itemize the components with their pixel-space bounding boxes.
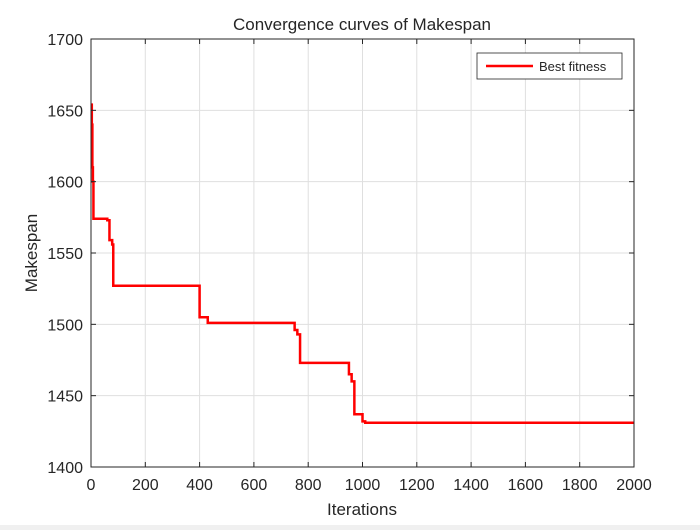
- x-tick-label: 1000: [345, 477, 381, 494]
- x-tick-label: 1200: [399, 477, 435, 494]
- y-tick-label: 1400: [47, 460, 83, 477]
- y-tick-label: 1650: [47, 103, 83, 120]
- y-tick-label: 1700: [47, 32, 83, 49]
- y-tick-label: 1600: [47, 175, 83, 192]
- legend-box: [476, 52, 623, 80]
- x-tick-label: 400: [186, 477, 213, 494]
- x-tick-label: 1400: [453, 477, 489, 494]
- legend-label: Best fitness: [539, 59, 607, 74]
- x-tick-label: 800: [295, 477, 322, 494]
- y-tick-label: 1500: [47, 317, 83, 334]
- x-tick-label: 2000: [616, 477, 652, 494]
- ticks: 0 200 400 600 800 1000 1200 1400 1600 1800 2000 140…: [47, 32, 651, 494]
- x-axis-label: Iterations: [327, 500, 397, 519]
- x-tick-label: 200: [132, 477, 159, 494]
- legend: Best fitness: [476, 52, 623, 80]
- x-tick-label: 600: [241, 477, 268, 494]
- x-tick-label: 1800: [562, 477, 598, 494]
- y-axis-label: Makespan: [22, 214, 41, 292]
- y-tick-label: 1450: [47, 389, 83, 406]
- y-tick-label: 1550: [47, 246, 83, 263]
- x-tick-label: 1600: [508, 477, 544, 494]
- chart-title: Convergence curves of Makespan: [233, 15, 491, 34]
- x-tick-label: 0: [87, 477, 96, 494]
